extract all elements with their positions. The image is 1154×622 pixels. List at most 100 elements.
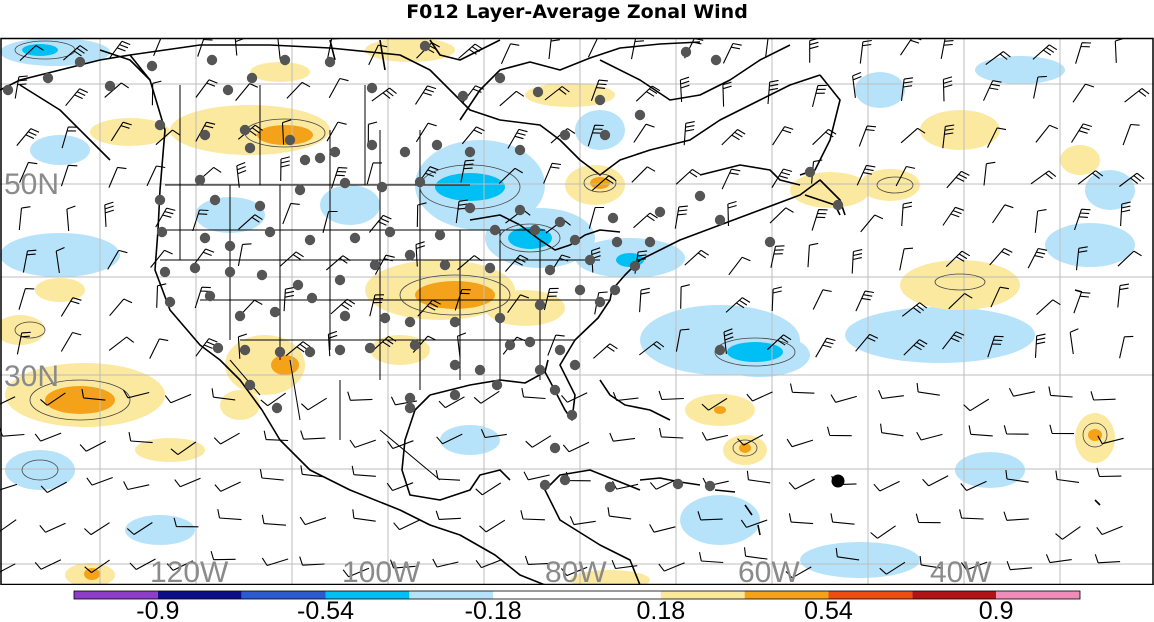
wind-barb xyxy=(785,566,812,579)
wind-barb xyxy=(860,214,884,233)
wind-barb xyxy=(895,165,916,187)
wind-barb xyxy=(771,168,793,188)
colorbar-swatch xyxy=(660,591,745,599)
wind-barb xyxy=(1097,435,1124,445)
wind-barb xyxy=(349,439,376,448)
colorbar-swatch xyxy=(157,591,242,599)
station-dot xyxy=(449,389,461,401)
wind-barb xyxy=(771,286,782,312)
wind-barb xyxy=(547,334,565,356)
colorbar-swatch xyxy=(996,591,1080,599)
wind-barb xyxy=(524,555,551,565)
wind-barb xyxy=(369,294,385,317)
wind-barb xyxy=(173,517,199,528)
station-dot xyxy=(404,316,416,328)
station-dot xyxy=(554,344,566,356)
wind-barb xyxy=(260,392,287,407)
longitude-labels: 120W 100W 80W 60W 40W xyxy=(150,556,992,585)
station-dot xyxy=(404,402,416,414)
wind-barb xyxy=(835,547,860,561)
wind-barb xyxy=(455,199,468,224)
wind-barb xyxy=(126,522,153,535)
station-dot xyxy=(159,266,171,278)
wind-barb xyxy=(327,330,338,357)
wind-barb xyxy=(633,212,658,229)
wind-barb xyxy=(330,167,348,189)
wind-barb xyxy=(879,561,906,575)
lon-label-40w: 40W xyxy=(930,556,992,585)
wind-barb xyxy=(461,126,485,145)
wind-barb xyxy=(1003,511,1029,521)
wind-barb xyxy=(300,430,326,440)
wind-barb xyxy=(1005,470,1029,483)
wind-barb xyxy=(968,425,993,437)
wind-barb xyxy=(458,43,483,59)
station-dot xyxy=(672,478,684,490)
wind-barb xyxy=(959,509,984,520)
station-dot xyxy=(464,146,476,158)
wind-barb xyxy=(238,214,263,230)
wind-barb xyxy=(166,560,194,571)
wind-barb xyxy=(960,480,987,492)
wind-barb xyxy=(811,209,828,231)
wind-barb xyxy=(371,335,397,352)
wind-barb xyxy=(0,563,16,573)
wind-barb xyxy=(679,76,690,103)
colorbar-swatch xyxy=(325,591,410,599)
wind-barb xyxy=(942,76,953,102)
wind-barb xyxy=(560,566,588,577)
wind-barb xyxy=(697,511,723,521)
wind-barb xyxy=(150,249,173,268)
wind-barb xyxy=(631,166,656,183)
station-dot xyxy=(364,342,376,354)
station-dot xyxy=(206,54,218,66)
wind-barb xyxy=(880,423,904,437)
lon-label-60w: 60W xyxy=(738,556,800,585)
wind-barb xyxy=(210,550,236,561)
wind-barb xyxy=(164,393,192,404)
wind-barb xyxy=(285,341,311,357)
station-dot xyxy=(194,174,206,186)
wind-barb xyxy=(766,334,792,351)
station-dot xyxy=(489,224,501,236)
wind-barb xyxy=(701,397,728,411)
colorbar: -0.9 -0.54 -0.18 0.18 0.54 0.9 xyxy=(73,590,1081,622)
station-dot xyxy=(254,200,266,212)
wind-barb xyxy=(416,166,439,186)
wind-barb xyxy=(195,79,218,98)
wind-barb xyxy=(649,479,677,490)
wind-barb xyxy=(214,481,241,492)
observation-stations xyxy=(2,40,844,493)
colorbar-tick-label: -0.18 xyxy=(465,597,522,622)
wind-barb xyxy=(859,39,872,64)
wind-barb xyxy=(454,288,471,311)
wind-barb xyxy=(1045,554,1072,564)
wind-barb xyxy=(658,427,684,439)
wind-barb xyxy=(374,254,395,275)
station-dot xyxy=(304,346,316,358)
wind-barb xyxy=(963,398,990,412)
wind-barb xyxy=(684,249,709,266)
wind-barb xyxy=(946,170,970,189)
station-dot xyxy=(704,480,716,492)
wind-barb xyxy=(870,525,896,539)
wind-barb xyxy=(104,201,114,227)
wind-barb xyxy=(123,389,150,399)
station-dot xyxy=(212,342,224,354)
wind-barb xyxy=(1071,123,1092,143)
wind-barb xyxy=(16,128,40,146)
station-dot xyxy=(339,310,351,322)
wind-barb xyxy=(500,43,520,65)
wind-barb xyxy=(858,125,877,147)
station-dot xyxy=(264,226,276,238)
station-dot xyxy=(299,154,311,166)
colorbar-swatch xyxy=(577,591,661,599)
wind-barb xyxy=(1077,170,1104,185)
lat-lon-gridlines xyxy=(0,38,1154,585)
station-dot xyxy=(710,54,722,66)
latitude-labels: 50N 30N xyxy=(4,168,59,393)
wind-barb xyxy=(723,328,734,354)
lon-label-120w: 120W xyxy=(150,556,229,585)
wind-barb xyxy=(1069,328,1079,355)
wind-barb xyxy=(746,470,771,484)
